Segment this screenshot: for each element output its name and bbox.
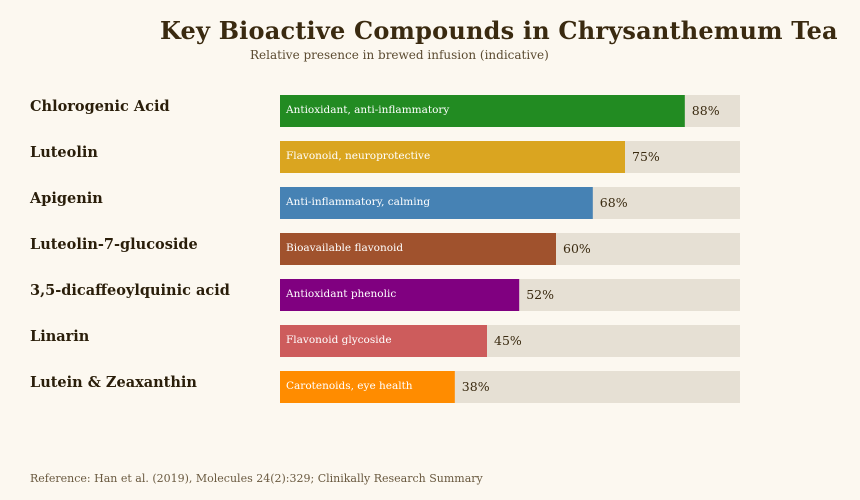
bar-row: Luteolin Flavonoid, neuroprotective 75%: [30, 141, 740, 173]
bar-annotation: Flavonoid glycoside: [286, 334, 392, 346]
category-label: Linarin: [30, 328, 90, 345]
bar: [280, 279, 520, 311]
bar: [280, 233, 556, 265]
value-label: 75%: [632, 149, 660, 164]
bar-row: Apigenin Anti-inflammatory, calming 68%: [29, 187, 740, 219]
bar-annotation: Anti-inflammatory, calming: [285, 196, 430, 208]
bar-annotation: Antioxidant phenolic: [285, 288, 396, 300]
bar-row: Lutein & Zeaxanthin Carotenoids, eye heal…: [30, 371, 740, 403]
bar-row: Linarin Flavonoid glycoside 45%: [30, 325, 740, 357]
category-label: Chlorogenic Acid: [30, 98, 170, 115]
bar-row: Luteolin-7-glucoside Bioavailable flavono…: [30, 233, 740, 265]
category-label: Lutein & Zeaxanthin: [30, 374, 197, 391]
chart-subtitle: Relative presence in brewed infusion (in…: [250, 48, 549, 62]
bar: [280, 325, 487, 357]
bar-annotation: Flavonoid, neuroprotective: [286, 150, 430, 162]
value-label: 60%: [563, 241, 591, 256]
chart-title: Key Bioactive Compounds in Chrysanthemum…: [160, 16, 838, 45]
value-label: 68%: [600, 195, 628, 210]
bar-row: 3,5-dicaffeoylquinic acid Antioxidant phe…: [30, 279, 740, 311]
bar-annotation: Antioxidant, anti-inflammatory: [285, 104, 449, 116]
category-label: Apigenin: [29, 190, 103, 207]
reference-note: Reference: Han et al. (2019), Molecules …: [30, 472, 483, 485]
value-label: 45%: [494, 333, 522, 348]
bar-annotation: Carotenoids, eye health: [286, 380, 413, 392]
bar: [280, 371, 455, 403]
value-label: 38%: [462, 379, 490, 394]
value-label: 88%: [692, 103, 720, 118]
bar: [280, 141, 625, 173]
value-label: 52%: [526, 287, 554, 302]
category-label: Luteolin-7-glucoside: [30, 236, 198, 253]
category-label: 3,5-dicaffeoylquinic acid: [30, 282, 230, 299]
bar: [280, 187, 593, 219]
category-label: Luteolin: [30, 144, 98, 161]
bar-annotation: Bioavailable flavonoid: [286, 242, 403, 254]
bar: [280, 95, 685, 127]
bar-row: Chlorogenic Acid Antioxidant, anti-inflam…: [30, 95, 740, 127]
